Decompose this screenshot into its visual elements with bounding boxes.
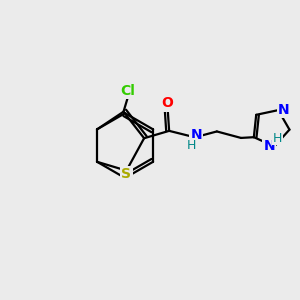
Text: H: H (187, 139, 196, 152)
Text: Cl: Cl (121, 84, 135, 98)
Text: H: H (273, 132, 282, 145)
Text: S: S (122, 167, 131, 181)
Text: N: N (263, 139, 275, 153)
Text: N: N (190, 128, 202, 142)
Text: N: N (278, 103, 289, 117)
Text: O: O (162, 97, 174, 110)
